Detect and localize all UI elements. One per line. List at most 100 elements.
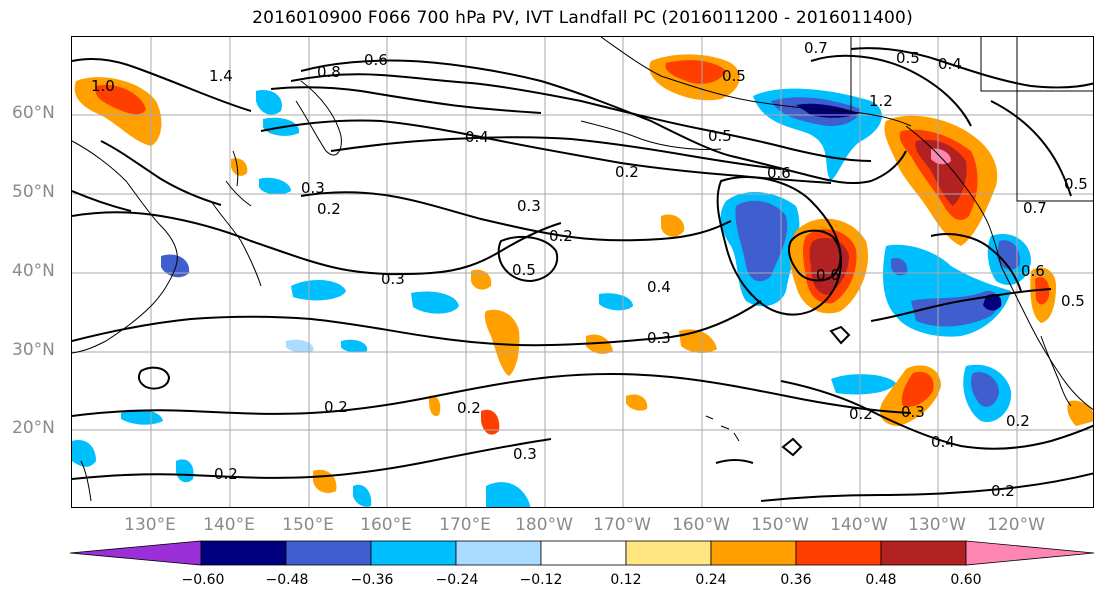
- clabel-16: 0.2: [549, 227, 573, 245]
- map-svg: 0.6 0.8 0.7 0.5 0.4 1.4 1.0 1.2 0.3 0.2 …: [72, 37, 1093, 507]
- clabel-8: 0.3: [301, 179, 325, 197]
- shade-neg-w-6: [176, 459, 194, 483]
- shade-pos-6: [481, 409, 500, 435]
- shade-pos-10: [1067, 400, 1093, 426]
- contour-ne-3: [990, 100, 1072, 197]
- coast-kamchatka: [295, 80, 342, 156]
- coast-baja: [1040, 335, 1072, 407]
- contour-0.6-loop: [787, 229, 842, 282]
- contour-0.6-north: [300, 59, 907, 185]
- colorbar-tick-1: −0.60: [181, 572, 225, 588]
- clabel-10: 0.4: [465, 128, 489, 146]
- clabel-6: 1.0: [91, 77, 115, 95]
- contour-se-loop: [829, 325, 851, 345]
- clabel-3: 0.5: [896, 49, 920, 67]
- contour-0.2-se: [760, 472, 1093, 502]
- lat-label-20n: 20°N: [12, 418, 55, 438]
- clabel-24: 0.2: [214, 465, 238, 483]
- pv-contours: [72, 47, 1093, 502]
- contour-0.3-south: [72, 300, 762, 347]
- shade-pos-5: [679, 329, 717, 353]
- coast-japan: [210, 180, 262, 287]
- shade-neg-sw: [486, 482, 531, 507]
- contour-w-3: [72, 190, 132, 212]
- contour-0.8-north: [290, 73, 872, 162]
- clabel-28: 0.2: [991, 482, 1015, 500]
- colorbar-bin-9: [880, 540, 967, 566]
- colorbar-bin-2: [285, 540, 372, 566]
- shade-neg-w-9: [286, 339, 314, 353]
- lon-label-160e: 160°E: [360, 515, 412, 535]
- contour-labels: 0.6 0.8 0.7 0.5 0.4 1.4 1.0 1.2 0.3 0.2 …: [91, 39, 1088, 500]
- clabel-21: 0.2: [324, 398, 348, 416]
- clabel-9: 0.2: [317, 200, 341, 218]
- contour-0.2-far-south: [72, 438, 552, 480]
- clabel-5: 1.4: [209, 67, 233, 85]
- coast-hawaii: [705, 415, 740, 442]
- lat-label-30n: 30°N: [12, 340, 55, 360]
- colorbar-tick-7: 0.24: [695, 572, 727, 588]
- lon-label-130e: 130°E: [124, 515, 176, 535]
- lon-label-170e: 170°E: [439, 515, 491, 535]
- contour-1.0-north: [270, 86, 542, 114]
- contour-ne-loop: [810, 54, 972, 127]
- shade-neg-wide-4: [599, 293, 633, 311]
- contour-w-1: [72, 57, 252, 112]
- shade-neg-w-8: [72, 440, 96, 467]
- coast-borders: [850, 37, 1093, 202]
- clabel-17: 0.5: [512, 261, 536, 279]
- shade-neg-east-core: [911, 290, 999, 327]
- clabel-1: 0.8: [317, 63, 341, 81]
- shade-pos-s-1-core: [901, 371, 934, 407]
- contour-0.2-south: [72, 373, 912, 417]
- contour-se-diamond: [781, 437, 803, 457]
- coast-philippines: [80, 460, 92, 502]
- lon-label-150w: 150°W: [751, 515, 809, 535]
- lon-label-130w: 130°W: [908, 515, 966, 535]
- lon-label-120w: 120°W: [987, 515, 1045, 535]
- shade-pos-gulf-core: [915, 139, 967, 206]
- colorbar-bin-7: [710, 540, 797, 566]
- clabel-23: 0.3: [513, 445, 537, 463]
- shade-neg-wide-1: [831, 374, 896, 395]
- clabel-15: 0.3: [517, 197, 541, 215]
- colorbar-bin-6: [625, 540, 712, 566]
- contour-0.2-mid: [300, 191, 732, 242]
- contour-w-2: [100, 140, 222, 206]
- colorbar: [70, 540, 1095, 566]
- lon-label-140w: 140°W: [830, 515, 888, 535]
- colorbar-bin-8: [795, 540, 882, 566]
- coast-asia: [72, 140, 178, 354]
- colorbar-tick-10: 0.60: [950, 572, 982, 588]
- contour-e-2: [870, 288, 1052, 322]
- shade-pos-2: [471, 269, 492, 290]
- map-panel: 0.6 0.8 0.7 0.5 0.4 1.4 1.0 1.2 0.3 0.2 …: [71, 36, 1094, 508]
- clabel-30: 0.6: [1021, 262, 1045, 280]
- colorbar-tick-3: −0.36: [350, 572, 394, 588]
- clabel-27: 0.2: [849, 405, 873, 423]
- clabel-0: 0.6: [364, 51, 388, 69]
- shade-neg-coast-core: [997, 240, 1020, 270]
- clabel-31: 0.5: [1064, 175, 1088, 193]
- clabel-26: 0.4: [931, 433, 955, 451]
- lon-label-150e: 150°E: [282, 515, 334, 535]
- clabel-14: 0.6: [767, 164, 791, 182]
- contour-ne-2: [850, 47, 1093, 89]
- shade-neg-w-1: [161, 254, 190, 278]
- shade-pos-3: [661, 214, 685, 237]
- contour-0.5-north: [260, 119, 832, 184]
- colorbar-tick-5: −0.12: [519, 572, 563, 588]
- contour-mid-loop-1: [497, 235, 559, 283]
- shade-neg-w-11: [891, 257, 908, 276]
- shade-neg-alaska-bay-core: [796, 103, 859, 118]
- contour-se-bar: [715, 459, 754, 464]
- lat-label-60n: 60°N: [12, 103, 55, 123]
- clabel-33: 0.5: [1061, 292, 1085, 310]
- colorbar-bin-4: [455, 540, 542, 566]
- coast-aleutians: [580, 120, 722, 150]
- clabel-13: 0.5: [722, 67, 746, 85]
- coast-alaska: [600, 37, 912, 127]
- shade-pos-8: [313, 469, 337, 493]
- clabel-11: 0.5: [708, 127, 732, 145]
- clabel-20: 0.3: [647, 329, 671, 347]
